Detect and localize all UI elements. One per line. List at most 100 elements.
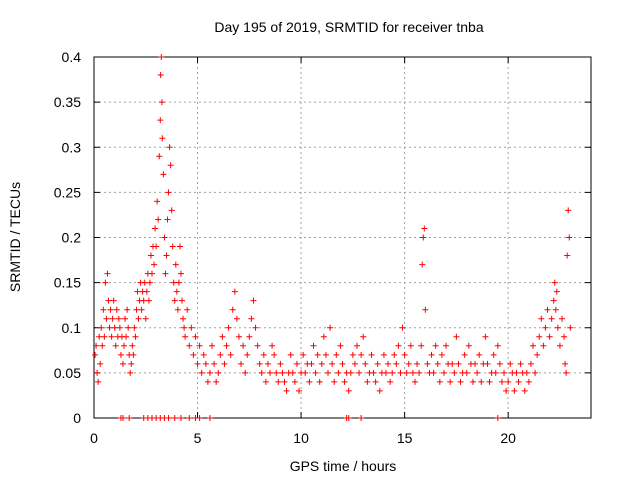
data-point: [126, 415, 133, 421]
data-point: [511, 387, 518, 394]
data-point: [112, 342, 119, 349]
data-point: [151, 261, 158, 268]
data-point: [362, 360, 369, 367]
data-point: [166, 144, 173, 151]
data-point: [182, 333, 189, 340]
data-point: [206, 415, 213, 421]
data-point: [453, 333, 460, 340]
x-axis-label: GPS time / hours: [290, 458, 397, 474]
data-point: [316, 378, 323, 385]
data-point: [158, 54, 165, 60]
data-point: [113, 306, 120, 313]
data-point: [223, 342, 230, 349]
data-point: [200, 351, 207, 358]
data-point: [345, 387, 352, 394]
chart-title: Day 195 of 2019, SRMTID for receiver tnb…: [214, 19, 483, 35]
data-point: [523, 369, 530, 376]
data-point: [521, 387, 528, 394]
data-point: [279, 369, 286, 376]
data-point: [358, 415, 365, 421]
data-point: [97, 360, 104, 367]
data-point: [432, 342, 439, 349]
data-point: [391, 351, 398, 358]
data-point: [92, 351, 99, 358]
data-points: [92, 54, 574, 421]
data-point: [527, 360, 534, 367]
data-point: [142, 315, 149, 322]
data-point: [312, 369, 319, 376]
data-point: [395, 342, 402, 349]
data-point: [177, 415, 184, 421]
data-point: [103, 315, 110, 322]
data-point: [482, 333, 489, 340]
data-point: [505, 378, 512, 385]
data-point: [209, 342, 216, 349]
data-point: [179, 297, 186, 304]
data-point: [168, 207, 175, 214]
data-point: [227, 351, 234, 358]
data-point: [314, 351, 321, 358]
data-point: [562, 360, 569, 367]
x-tick-label: 5: [194, 430, 202, 446]
data-point: [327, 324, 334, 331]
data-point: [507, 360, 514, 367]
data-point: [341, 378, 348, 385]
data-point: [393, 360, 400, 367]
data-point: [215, 369, 222, 376]
data-point: [496, 360, 503, 367]
data-point: [111, 324, 118, 331]
data-point: [546, 333, 553, 340]
data-point: [525, 378, 532, 385]
data-point: [498, 378, 505, 385]
data-point: [264, 360, 271, 367]
y-tick-label: 0.35: [54, 94, 81, 110]
data-point: [161, 234, 168, 241]
data-point: [130, 351, 137, 358]
data-point: [181, 324, 188, 331]
data-point: [436, 378, 443, 385]
y-tick-label: 0: [73, 410, 81, 426]
data-point: [405, 360, 412, 367]
data-point: [540, 342, 547, 349]
data-point: [100, 306, 107, 313]
data-point: [133, 306, 140, 313]
data-point: [463, 369, 470, 376]
data-point: [387, 378, 394, 385]
data-point: [102, 279, 109, 286]
data-point: [198, 369, 205, 376]
data-point: [238, 360, 245, 367]
y-tick-label: 0.2: [62, 230, 82, 246]
data-point: [146, 279, 153, 286]
data-point: [122, 315, 129, 322]
data-point: [115, 315, 122, 322]
data-point: [108, 333, 115, 340]
data-point: [513, 369, 520, 376]
data-point: [98, 324, 105, 331]
data-point: [267, 369, 274, 376]
data-point: [258, 369, 265, 376]
data-point: [165, 415, 172, 421]
data-point: [532, 369, 539, 376]
data-point: [159, 135, 166, 142]
data-point: [252, 324, 259, 331]
data-point: [186, 415, 193, 421]
data-point: [110, 297, 117, 304]
data-point: [196, 415, 203, 421]
data-point: [515, 378, 522, 385]
x-tick-label: 0: [90, 430, 98, 446]
y-tick-labels: 0 0.05 0.1 0.15 0.2 0.25 0.3 0.35 0.4: [54, 49, 81, 426]
data-point: [170, 279, 177, 286]
data-point: [370, 369, 377, 376]
data-point: [421, 225, 428, 232]
data-point: [127, 369, 134, 376]
data-point: [240, 342, 247, 349]
data-point: [176, 243, 183, 250]
data-point: [119, 415, 126, 421]
data-point: [94, 369, 101, 376]
data-point: [544, 306, 551, 313]
data-point: [172, 261, 179, 268]
data-point: [474, 369, 481, 376]
data-point: [478, 378, 485, 385]
data-point: [302, 369, 309, 376]
data-point: [409, 369, 416, 376]
